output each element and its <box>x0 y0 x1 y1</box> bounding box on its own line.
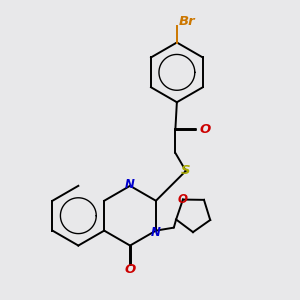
Text: O: O <box>200 123 211 136</box>
Text: Br: Br <box>178 15 195 28</box>
Text: N: N <box>151 226 161 238</box>
Text: O: O <box>124 263 136 276</box>
Text: S: S <box>181 164 190 177</box>
Text: O: O <box>178 193 188 206</box>
Text: N: N <box>125 178 135 191</box>
